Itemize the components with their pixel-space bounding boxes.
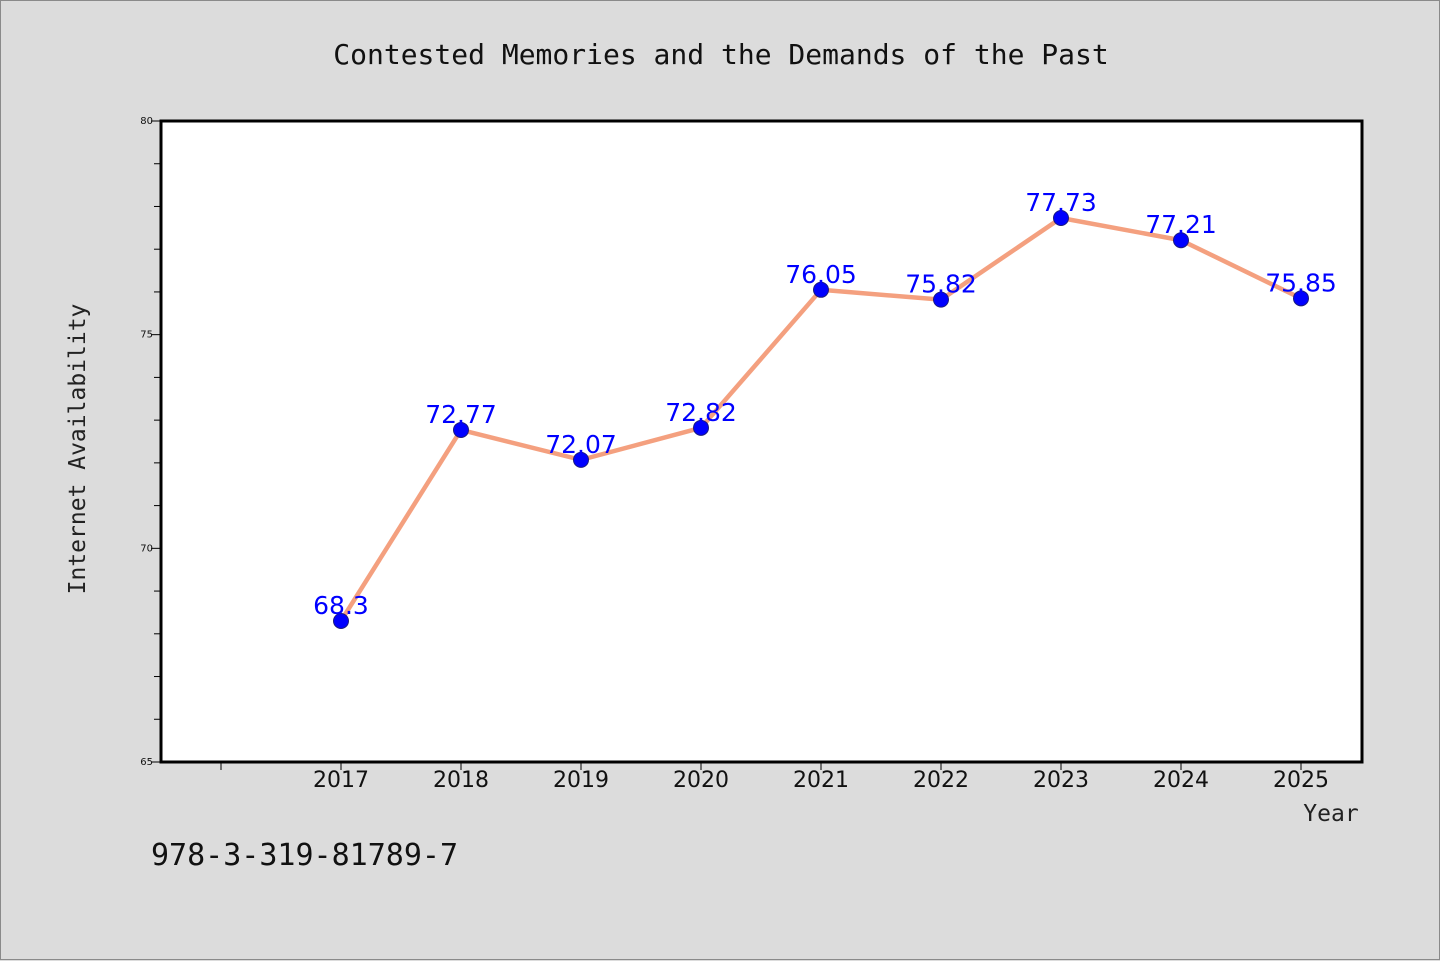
data-label: 77.21: [1145, 210, 1217, 239]
y-tick-label: 75: [140, 330, 153, 341]
data-point: [1293, 290, 1309, 307]
isbn-annotation: 978-3-319-81789-7: [151, 838, 458, 873]
plot-frame: [159, 119, 1364, 764]
data-point: [1173, 232, 1189, 249]
data-point: [333, 612, 349, 629]
y-axis-title: Internet Availability: [65, 304, 91, 595]
plot-area: [161, 121, 1362, 762]
data-label: 72.82: [665, 398, 737, 427]
data-point: [933, 291, 949, 308]
y-tick-labels: 65 70 75 80: [140, 116, 153, 768]
x-tick-label: 2017: [313, 768, 369, 793]
data-label: 72.77: [425, 400, 497, 429]
x-tick-label: 2021: [793, 768, 849, 793]
data-point: [453, 421, 469, 438]
data-point: [573, 451, 589, 468]
data-markers: [333, 210, 1309, 629]
data-label: 75.82: [905, 270, 977, 299]
x-tick-label: 2024: [1153, 768, 1209, 793]
x-tick-label: 2020: [673, 768, 729, 793]
x-tick-label: 2022: [913, 768, 969, 793]
x-tick-labels: 2017 2018 2019 2020 2021 2022 2023 2024 2025: [313, 768, 1329, 793]
x-tick-label: 2023: [1033, 768, 1089, 793]
data-point: [693, 419, 709, 436]
data-label: 68.3: [313, 591, 369, 620]
data-labels: 68.3 72.77 72.07 72.82 76.05 75.82 77.73 77.21 7…: [313, 188, 1337, 620]
y-tick-label: 70: [140, 543, 153, 554]
data-point: [1053, 210, 1069, 227]
data-label: 76.05: [785, 260, 857, 289]
x-tick-label: 2025: [1273, 768, 1329, 793]
chart-title: Contested Memories and the Demands of th…: [333, 38, 1108, 71]
data-label: 77.73: [1025, 188, 1097, 217]
x-axis-title: Year: [1303, 801, 1358, 827]
y-tick-label: 65: [140, 757, 153, 768]
x-tick-label: 2018: [433, 768, 489, 793]
data-label: 75.85: [1265, 268, 1337, 297]
x-tick-label: 2019: [553, 768, 609, 793]
data-label: 72.07: [545, 430, 617, 459]
data-point: [813, 281, 829, 298]
y-tick-label: 80: [140, 116, 153, 127]
